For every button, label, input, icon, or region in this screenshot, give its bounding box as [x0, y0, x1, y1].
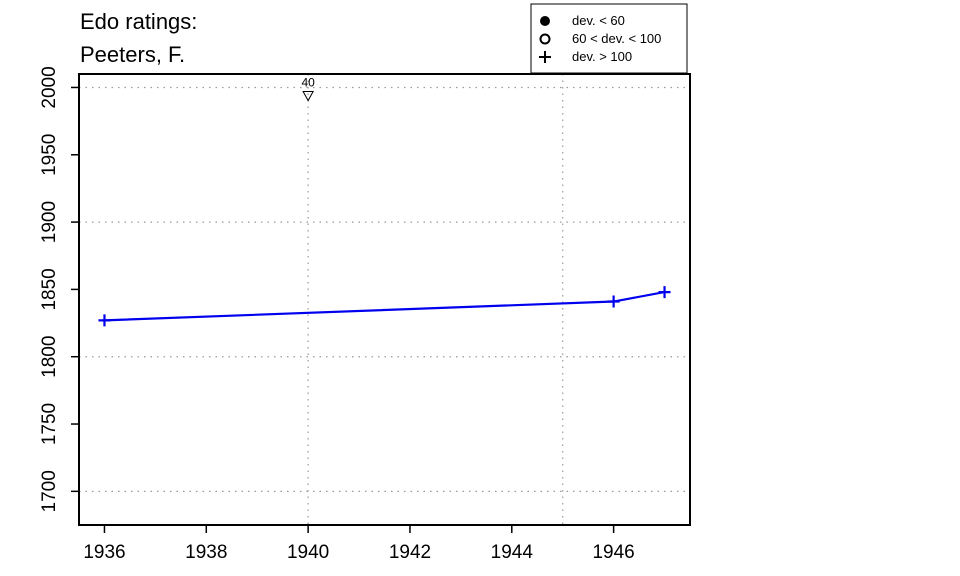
y-tick-label: 1800	[39, 336, 60, 378]
series-line	[104, 291, 665, 322]
y-tick-label: 1900	[39, 201, 60, 243]
data-point-plus	[607, 295, 620, 308]
legend-label-2: 60 < dev. < 100	[572, 31, 661, 46]
annotation-layer: 40	[301, 76, 315, 102]
chart-title-line-1: Edo ratings:	[80, 9, 197, 34]
y-tick-label: 1750	[39, 403, 60, 445]
legend: dev. < 60 60 < dev. < 100 dev. > 100	[530, 3, 688, 74]
legend-label-1: dev. < 60	[572, 13, 625, 28]
data-point-plus	[98, 314, 111, 327]
annotation-label: 40	[301, 76, 315, 90]
legend-plus-icon	[539, 51, 551, 63]
x-tick-label: 1936	[83, 542, 125, 563]
legend-open-circle-icon	[539, 33, 551, 45]
y-tick-label: 2000	[39, 66, 60, 108]
y-axis: 1700 1750 1800 1850 1900 1950 2000	[39, 66, 79, 512]
grid	[79, 74, 690, 525]
legend-filled-circle-icon	[540, 16, 550, 26]
series-layer	[98, 286, 671, 327]
plot-frame	[78, 73, 691, 526]
legend-box	[530, 3, 688, 74]
x-tick-label: 1940	[287, 542, 329, 563]
y-tick-label: 1700	[39, 470, 60, 512]
x-tick-label: 1944	[491, 542, 534, 563]
x-tick-label: 1942	[389, 542, 431, 563]
legend-label-3: dev. > 100	[572, 49, 632, 64]
data-point-plus	[658, 286, 671, 299]
x-tick-label: 1938	[185, 542, 227, 563]
chart-title-line-2: Peeters, F.	[80, 42, 185, 67]
x-tick-label: 1946	[592, 542, 634, 563]
annotation-triangle-marker	[302, 91, 314, 102]
y-tick-label: 1850	[39, 268, 60, 310]
x-axis: 1936 1938 1940 1942 1944 1946	[83, 525, 635, 563]
y-tick-label: 1950	[39, 134, 60, 176]
